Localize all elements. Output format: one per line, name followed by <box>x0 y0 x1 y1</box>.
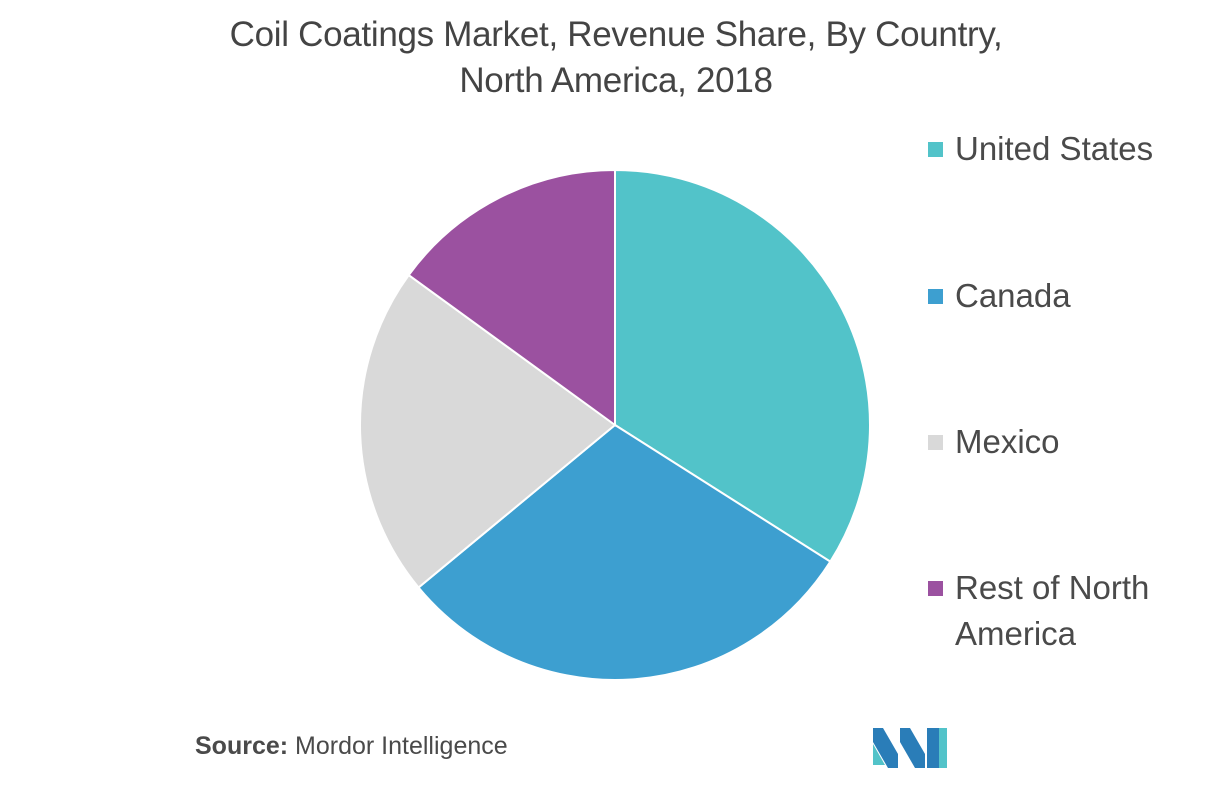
legend-label-united-states: United States <box>955 130 1154 167</box>
source-label: Source: <box>195 732 289 760</box>
pie-slice-united-states <box>614 168 871 564</box>
legend-item-canada: Canada <box>928 273 1198 319</box>
logo-shape-right-accent <box>939 728 947 768</box>
legend-label-rest-of-north-america: Rest of North America <box>955 569 1150 652</box>
legend-label-canada: Canada <box>955 277 1071 314</box>
legend-item-mexico: Mexico <box>928 419 1198 465</box>
legend-label-mexico: Mexico <box>955 423 1060 460</box>
mordor-intelligence-logo-icon <box>873 728 947 768</box>
legend-swatch-mexico <box>928 435 943 450</box>
pie-slice-canada <box>417 423 832 681</box>
logo-shape-mid <box>873 744 885 765</box>
logo-shape-center <box>900 728 925 768</box>
chart-title-line-2: North America, 2018 <box>459 61 773 100</box>
legend-swatch-united-states <box>928 142 943 157</box>
pie-slice-mexico <box>359 273 617 589</box>
source-text: Mordor Intelligence <box>295 732 508 760</box>
chart-title-line-1: Coil Coatings Market, Revenue Share, By … <box>229 15 1003 54</box>
legend-item-rest-of-north-america: Rest of North America <box>928 565 1198 657</box>
legend-item-united-states: United States <box>928 126 1198 172</box>
pie-slice-rest-of-north-america <box>407 168 616 427</box>
legend-swatch-rest-of-north-america <box>928 581 943 596</box>
logo-shape-left <box>873 728 898 768</box>
logo-shape-right <box>927 728 939 768</box>
chart-title: Coil Coatings Market, Revenue Share, By … <box>0 12 1217 104</box>
source-note: Source: Mordor Intelligence <box>195 732 508 761</box>
legend-swatch-canada <box>928 289 943 304</box>
